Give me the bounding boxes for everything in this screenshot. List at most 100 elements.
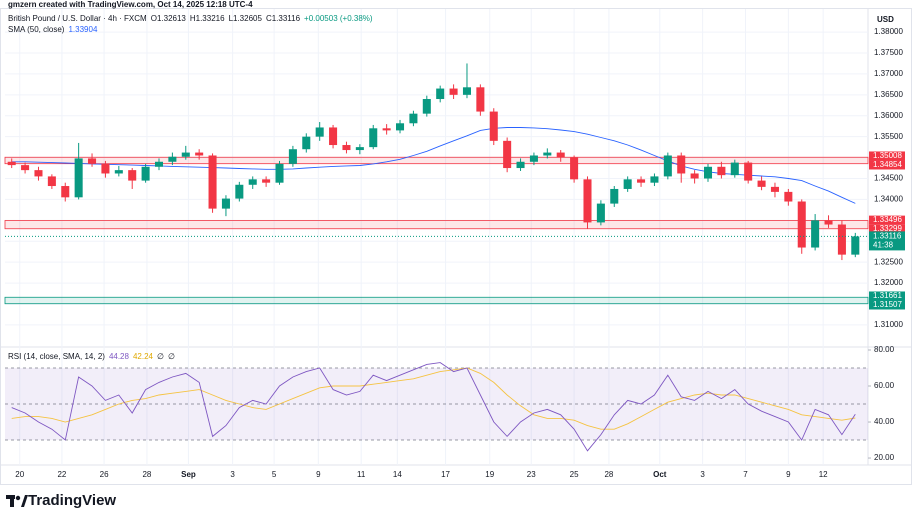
x-tick-label: 28 <box>604 470 613 479</box>
x-tick-label: 7 <box>743 470 748 479</box>
ohlc: L1.32605 <box>228 14 262 23</box>
candle-body <box>369 128 378 148</box>
x-tick-label: 20 <box>15 470 24 479</box>
candle-body <box>610 188 619 204</box>
candle-body <box>637 179 646 183</box>
candle-body <box>154 161 164 167</box>
level-label: 1.31507 <box>873 300 902 309</box>
candle-body <box>690 173 699 179</box>
candle-body <box>757 180 766 187</box>
y-tick-label: 1.31000 <box>874 320 903 329</box>
candle-body <box>529 155 538 162</box>
y-tick-label: 1.34500 <box>874 174 903 183</box>
rsi-ma-line <box>11 367 856 430</box>
candle-body <box>851 236 860 255</box>
x-tick-label: 5 <box>272 470 277 479</box>
candle-body <box>596 203 605 223</box>
candle-body <box>436 88 445 100</box>
candle-body <box>221 198 230 209</box>
rsi-tick-label: 60.00 <box>874 381 895 390</box>
candle-body <box>315 127 324 137</box>
candle-body <box>168 156 177 162</box>
candle-body <box>262 179 271 183</box>
ohlc: O1.32613 <box>150 14 186 23</box>
symbol: British Pound / U.S. Dollar · 4h · FXCM <box>8 14 147 23</box>
candle-body <box>114 170 123 174</box>
rsi-band <box>5 368 868 441</box>
candle-body <box>47 176 56 187</box>
level-label: 1.34854 <box>873 160 902 169</box>
candle-body <box>797 201 806 248</box>
na: ∅ <box>157 352 164 361</box>
candle-body <box>730 162 739 176</box>
candle-body <box>302 136 311 150</box>
currency: USD <box>877 15 894 24</box>
candle-body <box>583 179 592 223</box>
candle-body <box>811 220 820 248</box>
level-label: 1.35008 <box>873 151 902 160</box>
candle-body <box>422 99 431 114</box>
x-tick-label: 28 <box>142 470 151 479</box>
level-label-box <box>869 291 905 301</box>
rsi-ma-value: 42.24 <box>132 352 153 361</box>
candle-body <box>677 155 686 174</box>
candle-body <box>837 224 846 255</box>
candle-body <box>208 155 217 209</box>
header-credit: gmzern created with TradingView.com, Oct… <box>8 0 253 9</box>
level-label: 1.33496 <box>873 215 902 224</box>
x-tick-label: 9 <box>316 470 321 479</box>
y-tick-label: 1.34000 <box>874 195 903 204</box>
candle-body <box>570 157 579 180</box>
rsi-line <box>11 362 856 452</box>
rsi-tick-label: 80.00 <box>874 345 895 354</box>
candle-body <box>516 161 525 169</box>
rsi-value: 44.28 <box>108 352 129 361</box>
level-label: 1.31661 <box>873 291 902 300</box>
price-label-box <box>869 231 905 251</box>
candle-body <box>128 170 137 181</box>
rsi-tick-label: 40.00 <box>874 417 895 426</box>
candle-body <box>235 184 244 199</box>
candle-body <box>396 123 405 131</box>
na: ∅ <box>167 352 175 361</box>
candle-body <box>543 152 552 156</box>
candle-body <box>7 161 16 166</box>
candle-body <box>195 152 204 156</box>
candle-body <box>329 127 338 146</box>
x-tick-label: 19 <box>485 470 494 479</box>
candle-body <box>476 87 485 112</box>
candle-body <box>181 152 190 157</box>
candle-body <box>34 170 43 177</box>
sma-line <box>11 127 856 204</box>
rsi-tick-label: 20.00 <box>874 453 895 462</box>
symbol-legend: British Pound / U.S. Dollar · 4h · FXCM … <box>8 14 373 23</box>
y-tick-label: 1.37500 <box>874 48 903 57</box>
brand: TradingView <box>28 492 117 509</box>
y-tick-label: 1.37000 <box>874 69 903 78</box>
rsi-name: RSI (14, close, SMA, 14, 2) <box>8 352 105 361</box>
x-tick-label: 26 <box>100 470 109 479</box>
candle-body <box>355 147 364 151</box>
x-tick-label: 12 <box>819 470 828 479</box>
change: +0.00503 (+0.38%) <box>304 14 373 23</box>
candle-body <box>141 166 150 181</box>
x-tick-label: 3 <box>230 470 235 479</box>
level-label-box <box>869 160 905 170</box>
level-band <box>4 156 869 165</box>
candle-body <box>462 87 471 95</box>
candle-body <box>248 179 257 185</box>
credit: gmzern created with TradingView.com, Oct… <box>8 0 253 9</box>
y-tick-label: 1.32500 <box>874 257 903 266</box>
x-tick-label: Sep <box>181 470 196 479</box>
y-tick-label: 1.35500 <box>874 132 903 141</box>
candle-body <box>382 128 391 131</box>
x-tick-label: 23 <box>527 470 536 479</box>
candle-body <box>409 113 418 124</box>
y-tick-label: 1.32000 <box>874 278 903 287</box>
countdown: 41:38 <box>873 241 894 250</box>
level-label-box <box>869 215 905 225</box>
x-tick-label: 3 <box>700 470 705 479</box>
x-tick-label: 9 <box>786 470 791 479</box>
